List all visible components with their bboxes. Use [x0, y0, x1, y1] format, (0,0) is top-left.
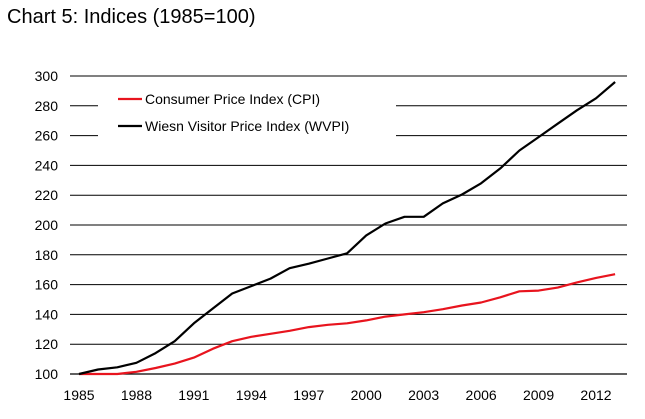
series-lines [78, 81, 616, 376]
y-tick-label-260: 260 [35, 128, 59, 144]
legend-box [98, 85, 396, 142]
legend-label-2: Wiesn Visitor Price Index (WVPI) [145, 118, 349, 134]
y-tick-label-160: 160 [35, 277, 59, 293]
x-tick-labels: 1985 1988 1991 1994 1997 2000 2003 2006 2009 2012 [63, 387, 611, 403]
y-tick-label-180: 180 [35, 247, 59, 263]
y-tick-label-240: 240 [35, 157, 59, 173]
x-tick-label-1994: 1994 [236, 387, 267, 403]
y-tick-label-120: 120 [35, 336, 59, 352]
legend-label-1: Consumer Price Index (CPI) [145, 91, 320, 107]
chart-title: Chart 5: Indices (1985=100) [7, 6, 256, 28]
x-tick-label-2003: 2003 [408, 387, 439, 403]
legend: Consumer Price Index (CPI) Wiesn Visitor … [98, 85, 396, 142]
x-tick-label-2000: 2000 [351, 387, 382, 403]
series-line-2 [78, 81, 616, 376]
y-tick-label-200: 200 [35, 217, 59, 233]
y-tick-label-140: 140 [35, 306, 59, 322]
x-tick-label-1997: 1997 [293, 387, 324, 403]
x-tick-label-2012: 2012 [580, 387, 611, 403]
y-tick-label-100: 100 [35, 366, 59, 382]
x-tick-label-2006: 2006 [466, 387, 497, 403]
y-tick-label-280: 280 [35, 98, 59, 114]
y-tick-labels: 100 120 140 160 180 200 220 240 260 280 300 [35, 68, 59, 382]
x-tick-label-1985: 1985 [63, 387, 94, 403]
series-line-1 [79, 273, 616, 376]
y-tick-label-220: 220 [35, 187, 59, 203]
x-tick-label-1991: 1991 [178, 387, 209, 403]
x-tick-label-1988: 1988 [121, 387, 152, 403]
y-tick-label-300: 300 [35, 68, 59, 84]
x-tick-label-2009: 2009 [523, 387, 554, 403]
